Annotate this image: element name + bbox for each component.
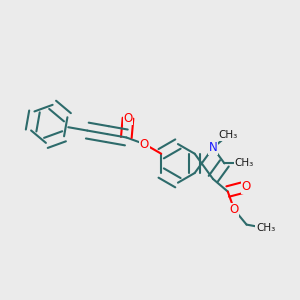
Text: O: O	[242, 180, 251, 193]
Text: CH₃: CH₃	[234, 158, 253, 168]
Text: N: N	[209, 141, 218, 154]
Text: CH₃: CH₃	[218, 130, 237, 140]
Text: O: O	[123, 112, 133, 125]
Text: CH₃: CH₃	[256, 223, 275, 233]
Text: O: O	[230, 203, 239, 216]
Text: O: O	[140, 138, 149, 151]
